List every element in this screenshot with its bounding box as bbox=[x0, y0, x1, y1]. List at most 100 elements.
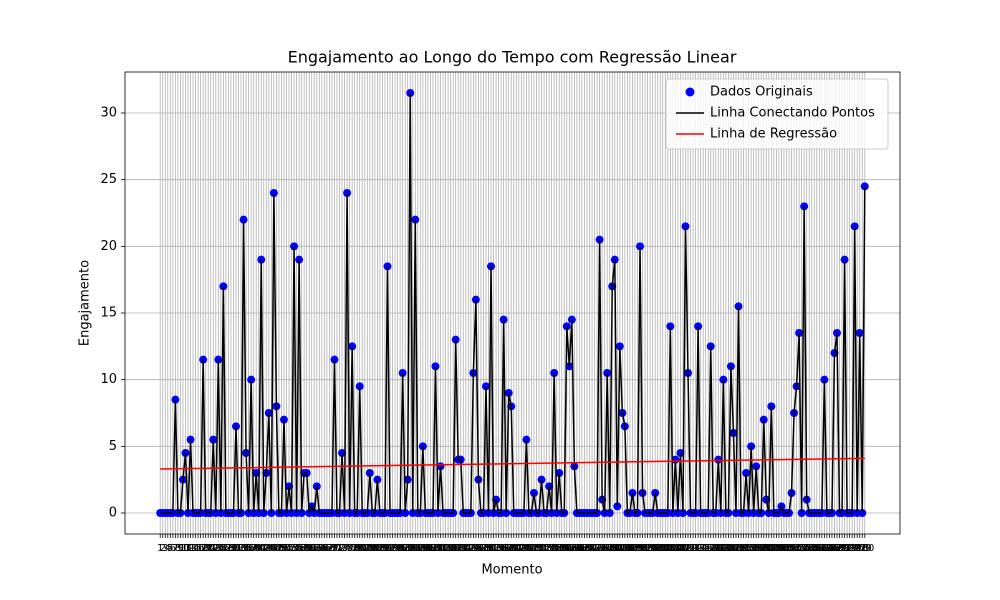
x-tick-label: 150 bbox=[527, 543, 546, 554]
x-tick-label: 204 bbox=[663, 543, 682, 554]
x-tick-label: 234 bbox=[739, 543, 758, 554]
x-tick-label: 165 bbox=[565, 543, 584, 554]
x-tick-label: 133 bbox=[484, 543, 503, 554]
x-tick-label: 243 bbox=[762, 543, 781, 554]
x-tick-label: 47 bbox=[270, 543, 283, 554]
x-tick-label: 280 bbox=[855, 543, 874, 554]
x-tick-label: 50 bbox=[278, 543, 291, 554]
x-tick-label: 265 bbox=[817, 543, 836, 554]
x-tick-label: 93 bbox=[386, 543, 399, 554]
x-tick-label: 276 bbox=[845, 543, 864, 554]
x-tick-label: 202 bbox=[658, 543, 677, 554]
x-tick-label: 26 bbox=[217, 543, 230, 554]
x-tick-label: 36 bbox=[242, 543, 255, 554]
x-tick-label: 12 bbox=[182, 543, 195, 554]
x-tick-label: 40 bbox=[252, 543, 265, 554]
x-tick-label: 149 bbox=[524, 543, 543, 554]
x-tick-label: 96 bbox=[394, 543, 407, 554]
x-tick-label: 131 bbox=[479, 543, 498, 554]
x-tick-label: 272 bbox=[835, 543, 854, 554]
x-tick-label: 161 bbox=[555, 543, 574, 554]
x-tick-label: 88 bbox=[374, 543, 387, 554]
x-tick-label: 15 bbox=[189, 543, 202, 554]
legend-box bbox=[665, 78, 889, 150]
x-tick-label: 223 bbox=[711, 543, 730, 554]
x-tick-label: 32 bbox=[232, 543, 245, 554]
x-tick-label: 34 bbox=[237, 543, 250, 554]
x-tick-label: 193 bbox=[636, 543, 655, 554]
x-tick-label: 203 bbox=[661, 543, 680, 554]
x-tick-label: 221 bbox=[706, 543, 725, 554]
x-tick-label: 148 bbox=[522, 543, 541, 554]
x-tick-label: 110 bbox=[426, 543, 445, 554]
x-tick-label: 28 bbox=[222, 543, 235, 554]
x-tick-label: 215 bbox=[691, 543, 710, 554]
legend-label: Linha Conectando Pontos bbox=[710, 106, 875, 121]
x-tick-label: 235 bbox=[742, 543, 761, 554]
x-tick-label: 158 bbox=[547, 543, 566, 554]
x-tick-label: 185 bbox=[615, 543, 634, 554]
x-tick-label: 51 bbox=[280, 543, 293, 554]
x-tick-label: 236 bbox=[744, 543, 763, 554]
x-tick-label: 214 bbox=[689, 543, 708, 554]
x-tick-label: 57 bbox=[295, 543, 308, 554]
x-tick-label: 205 bbox=[666, 543, 685, 554]
x-tick-label: 251 bbox=[782, 543, 801, 554]
x-tick-label: 128 bbox=[471, 543, 490, 554]
x-tick-label: 38 bbox=[247, 543, 260, 554]
x-tick-label: 27 bbox=[220, 543, 233, 554]
x-tick-label: 162 bbox=[557, 543, 576, 554]
x-tick-label: 60 bbox=[303, 543, 316, 554]
x-tick-label: 13 bbox=[184, 543, 197, 554]
x-tick-label: 169 bbox=[575, 543, 594, 554]
x-tick-label: 232 bbox=[734, 543, 753, 554]
x-tick-label: 201 bbox=[656, 543, 675, 554]
plot-frame bbox=[124, 71, 901, 535]
x-tick-label: 104 bbox=[411, 543, 430, 554]
x-tick-label: 118 bbox=[446, 543, 465, 554]
x-tick-label: 268 bbox=[825, 543, 844, 554]
x-tick-label: 44 bbox=[262, 543, 275, 554]
legend: Dados Originais Linha Conectando Pontos Li… bbox=[665, 78, 889, 150]
x-tick-label: 237 bbox=[747, 543, 766, 554]
x-tick-label: 164 bbox=[562, 543, 581, 554]
x-tick-label: 127 bbox=[469, 543, 488, 554]
x-tick-label: 225 bbox=[716, 543, 735, 554]
x-tick-label: 230 bbox=[729, 543, 748, 554]
x-tick-label: 226 bbox=[719, 543, 738, 554]
x-tick-label: 147 bbox=[519, 543, 538, 554]
x-tick-label: 1 bbox=[157, 543, 163, 554]
x-tick-label: 278 bbox=[850, 543, 869, 554]
x-tick-label: 178 bbox=[598, 543, 617, 554]
x-tick-label: 19 bbox=[199, 543, 212, 554]
y-tick-label: 20 bbox=[100, 239, 117, 254]
x-tick-label: 114 bbox=[436, 543, 455, 554]
x-tick-label: 170 bbox=[577, 543, 596, 554]
x-tick-label: 174 bbox=[588, 543, 607, 554]
x-tick-label: 275 bbox=[843, 543, 862, 554]
x-tick-label: 238 bbox=[749, 543, 768, 554]
x-tick-label: 264 bbox=[815, 543, 834, 554]
x-tick-label: 6 bbox=[170, 543, 176, 554]
x-tick-label: 256 bbox=[795, 543, 814, 554]
x-tick-label: 115 bbox=[439, 543, 458, 554]
x-tick-label: 182 bbox=[608, 543, 627, 554]
x-tick-label: 24 bbox=[212, 543, 225, 554]
x-tick-label: 177 bbox=[595, 543, 614, 554]
y-axis-label: Engajamento bbox=[78, 260, 93, 346]
legend-label: Dados Originais bbox=[710, 85, 813, 100]
x-tick-label: 156 bbox=[542, 543, 561, 554]
x-tick-label: 82 bbox=[358, 543, 371, 554]
x-tick-label: 244 bbox=[764, 543, 783, 554]
x-tick-label: 228 bbox=[724, 543, 743, 554]
x-tick-label: 154 bbox=[537, 543, 556, 554]
x-tick-label: 144 bbox=[512, 543, 531, 554]
x-tick-label: 277 bbox=[848, 543, 867, 554]
legend-marker bbox=[685, 87, 695, 97]
x-tick-label: 210 bbox=[678, 543, 697, 554]
x-tick-label: 175 bbox=[590, 543, 609, 554]
x-tick-label: 239 bbox=[752, 543, 771, 554]
x-tick-label: 141 bbox=[504, 543, 523, 554]
x-tick-label: 263 bbox=[812, 543, 831, 554]
